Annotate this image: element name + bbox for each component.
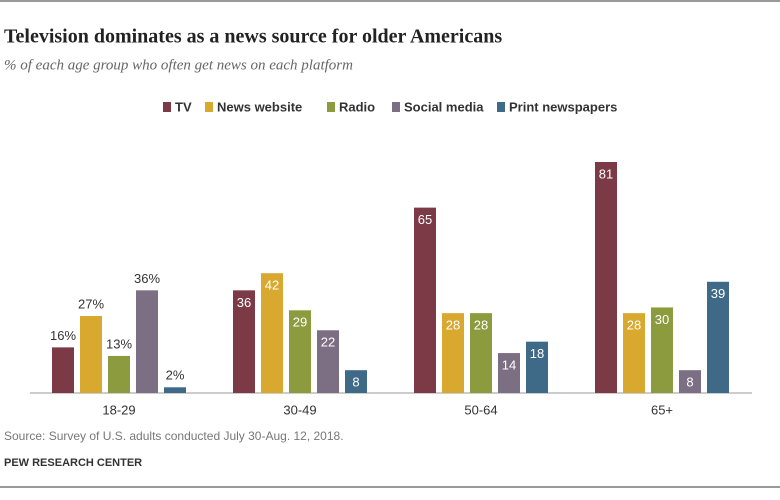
chart-subtitle: % of each age group who often get news o… — [4, 57, 353, 73]
bar — [623, 313, 645, 393]
bar — [289, 310, 311, 393]
bar — [526, 341, 548, 393]
bar — [261, 273, 283, 393]
value-label: 8 — [686, 375, 693, 390]
value-label: 27% — [78, 296, 104, 311]
value-label: 8 — [352, 375, 359, 390]
value-label: 29 — [293, 315, 307, 330]
legend-label: News website — [217, 99, 302, 114]
value-label: 13% — [106, 336, 132, 351]
legend-swatch — [392, 102, 400, 112]
value-label: 2% — [166, 368, 185, 383]
chart-title: Television dominates as a news source fo… — [4, 26, 502, 48]
source: Source: Survey of U.S. adults conducted … — [4, 429, 344, 443]
bar — [442, 313, 464, 393]
bar — [651, 307, 673, 393]
legend-swatch — [205, 102, 213, 112]
bar — [52, 347, 74, 393]
value-label: 28 — [627, 318, 641, 333]
x-tick-label: 50-64 — [464, 402, 497, 417]
value-label: 65 — [418, 212, 432, 227]
bar — [164, 387, 186, 393]
x-tick-label: 18-29 — [102, 402, 135, 417]
x-tick-label: 30-49 — [283, 402, 316, 417]
bar — [80, 316, 102, 393]
legend-swatch — [163, 102, 171, 112]
value-label: 18 — [530, 346, 544, 361]
legend-label: TV — [175, 99, 192, 114]
value-label: 39 — [711, 286, 725, 301]
bar — [498, 353, 520, 393]
bar — [707, 281, 729, 393]
value-label: 36 — [237, 295, 251, 310]
value-label: 28 — [446, 318, 460, 333]
x-tick-label: 65+ — [651, 402, 673, 417]
bar — [317, 330, 339, 393]
legend-swatch — [327, 102, 335, 112]
bar — [136, 290, 158, 393]
bar — [595, 162, 617, 393]
legend-label: Social media — [404, 99, 484, 114]
bar — [108, 355, 130, 393]
bar — [345, 370, 367, 393]
value-label: 22 — [321, 335, 335, 350]
legend-swatch — [497, 102, 505, 112]
value-label: 30 — [655, 312, 669, 327]
bar — [470, 313, 492, 393]
value-label: 28 — [474, 318, 488, 333]
value-label: 81 — [599, 166, 613, 181]
bar — [233, 290, 255, 393]
legend-label: Radio — [339, 99, 375, 114]
value-label: 36% — [134, 271, 160, 286]
bar — [679, 370, 701, 393]
legend-label: Print newspapers — [509, 99, 617, 114]
value-label: 14 — [502, 358, 516, 373]
brand: PEW RESEARCH CENTER — [4, 457, 142, 469]
value-label: 42 — [265, 278, 279, 293]
bar — [414, 207, 436, 393]
value-label: 16% — [50, 328, 76, 343]
